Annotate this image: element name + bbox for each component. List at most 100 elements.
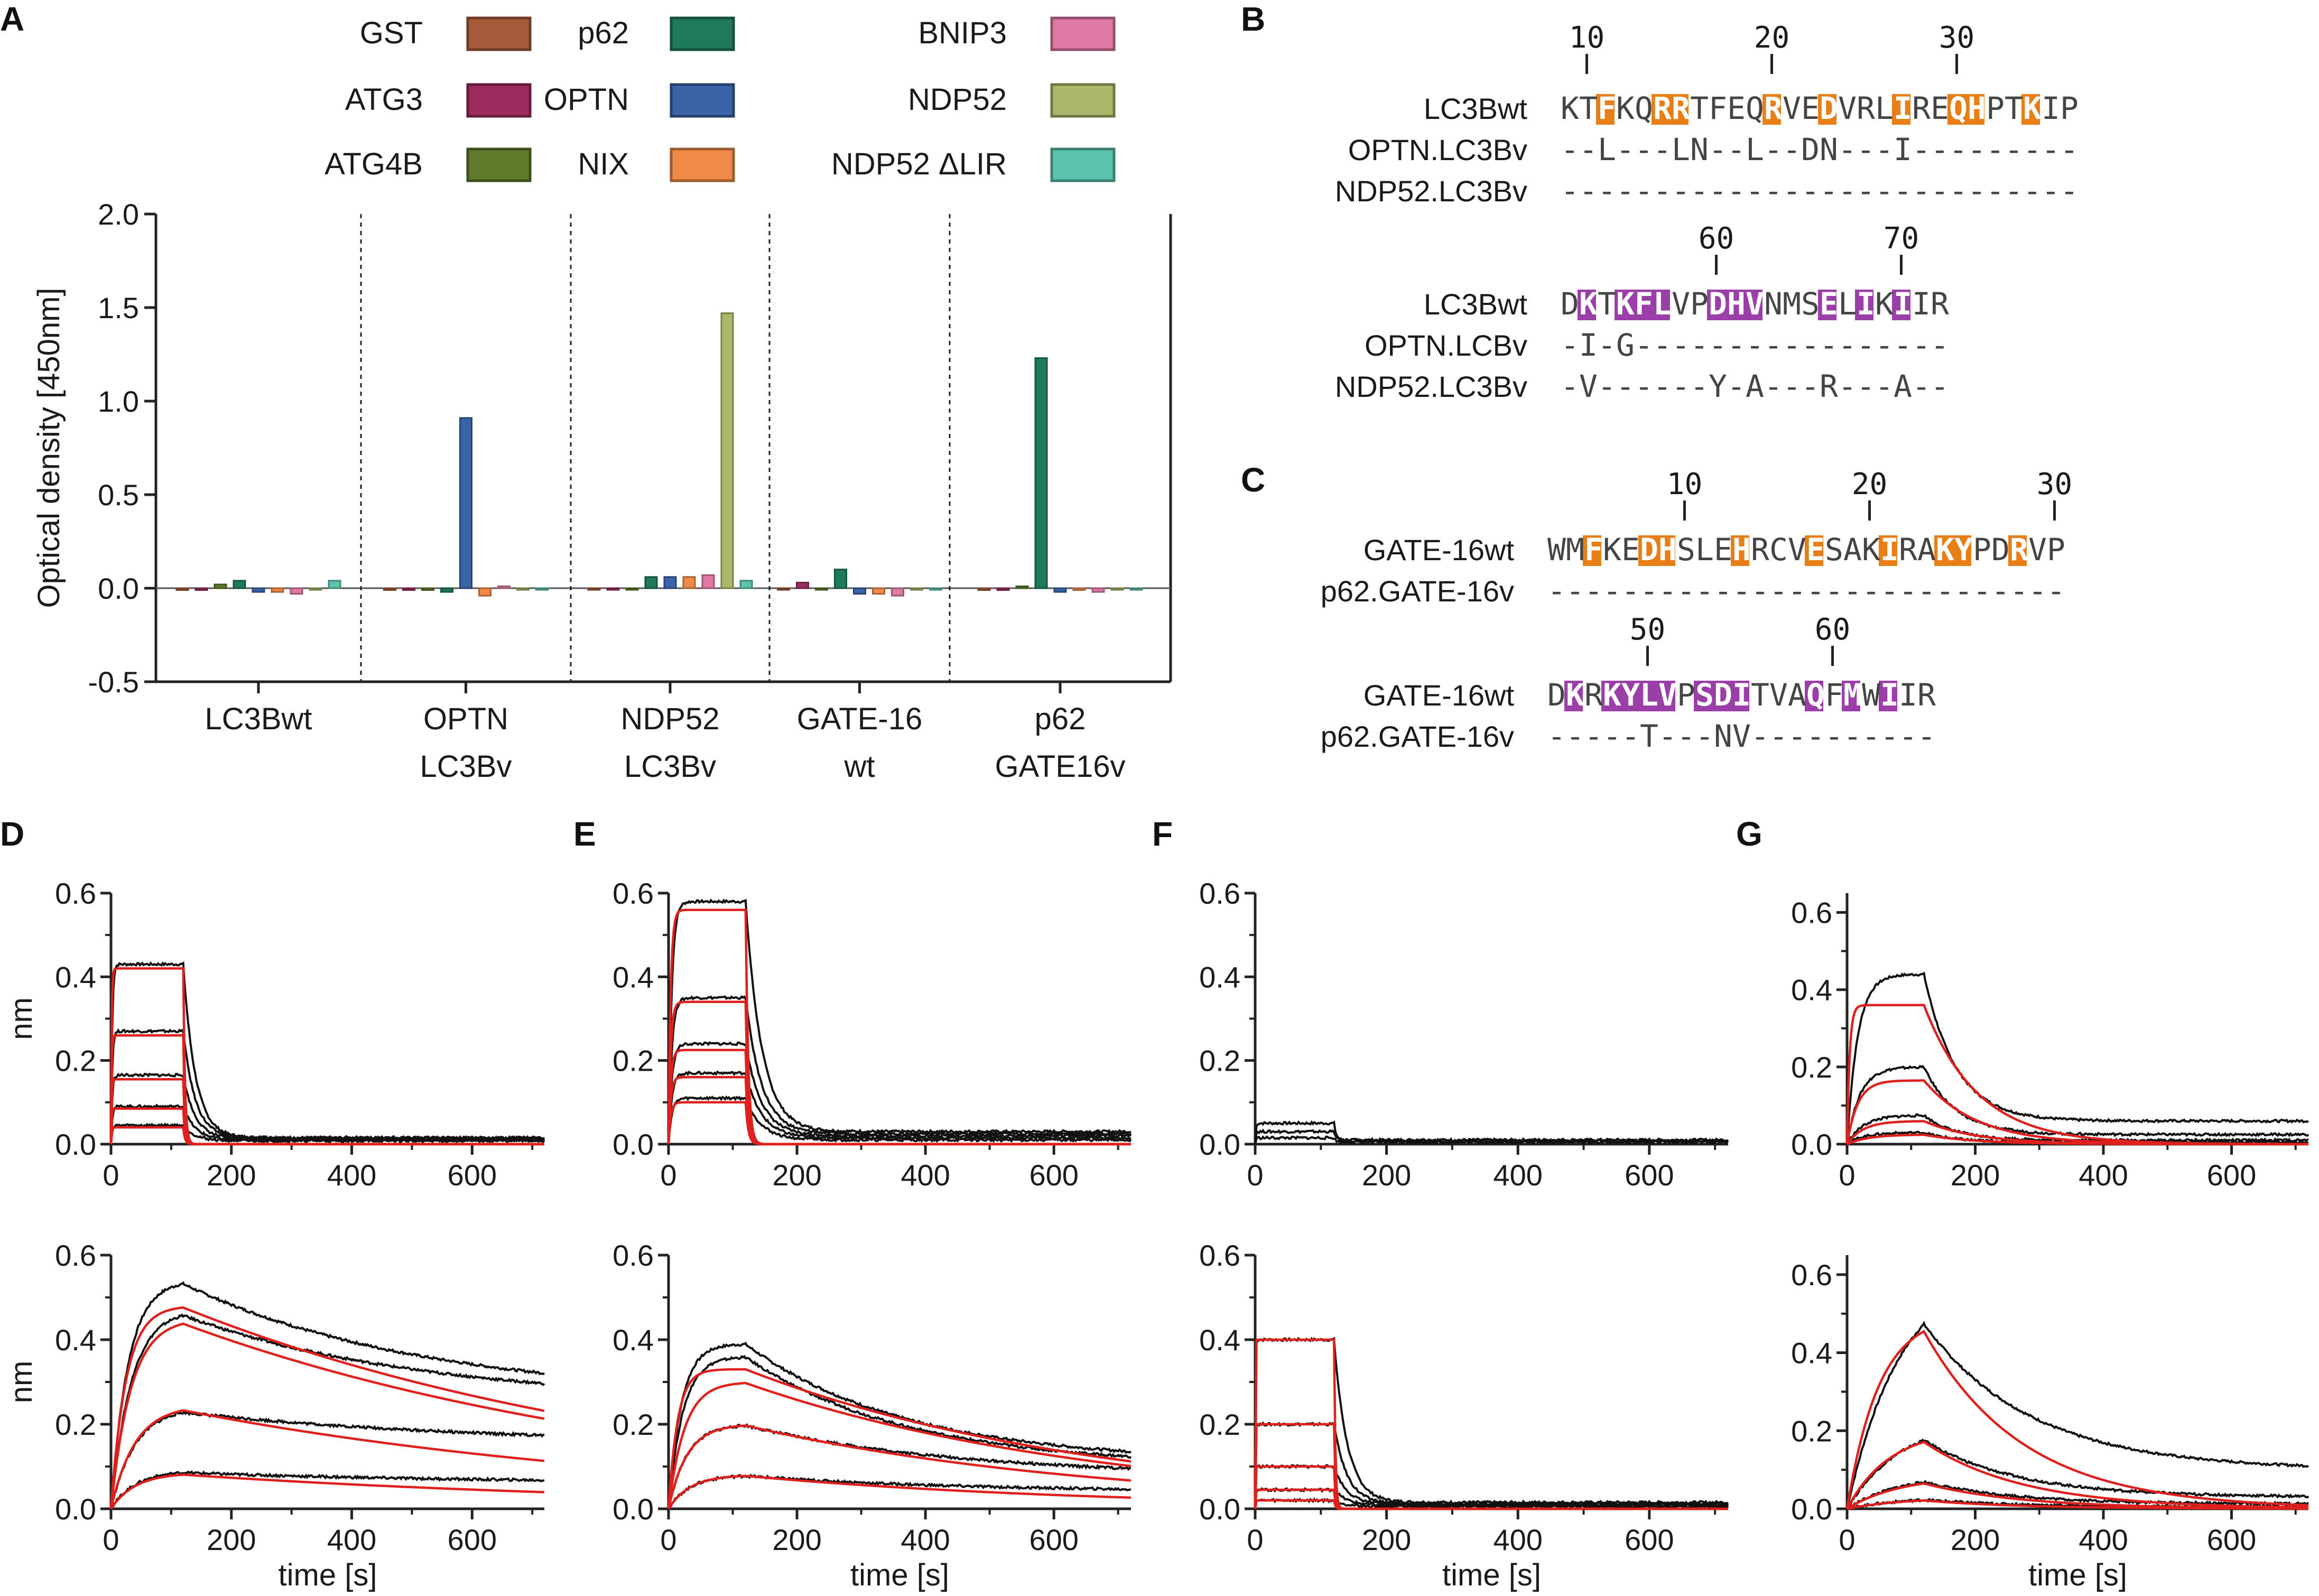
highlight-box <box>1953 535 1971 566</box>
bar-atg3 <box>606 587 620 591</box>
x-tick-label: 200 <box>1951 1158 2000 1192</box>
y-tick-label: 0.0 <box>1791 1492 1832 1526</box>
measured-trace <box>1846 971 2309 1145</box>
highlight-box <box>1879 535 1897 566</box>
residue-number: 30 <box>2037 467 2072 502</box>
sequence-row: ---------------------------- <box>1561 173 2079 209</box>
bar-ndp52-lir <box>739 580 753 589</box>
bar-gst <box>977 587 991 591</box>
bar-atg3 <box>996 587 1010 591</box>
x-tick-label: 600 <box>1029 1523 1078 1556</box>
x-tick-label: 200 <box>772 1523 821 1556</box>
sequence-row: ---------------------------- <box>1547 573 2065 609</box>
x-axis-label: time [s] <box>279 1558 377 1592</box>
highlight-box <box>1620 681 1638 711</box>
y-tick-label: 0.0 <box>613 1128 654 1161</box>
legend-label: NDP52 <box>908 82 1007 117</box>
sequence-name: LC3Bwt <box>1424 287 1528 321</box>
measured-trace <box>1846 1438 2309 1510</box>
highlight-box <box>1657 535 1675 566</box>
sequence-text: -----T---NV---------- <box>1547 718 1936 754</box>
bar-nix <box>271 587 284 593</box>
y-tick-label: 0.6 <box>1791 896 1832 930</box>
kinetics-d-bottom: 0.6 0.4 0.2 0.00 200 400 600 time [s] nm <box>4 1239 545 1592</box>
bar-p62 <box>834 569 847 589</box>
legend-swatch <box>670 16 735 51</box>
bar-atg4b <box>421 587 434 591</box>
y-tick-label: 0.6 <box>613 1239 654 1272</box>
x-axis-label: time [s] <box>850 1558 949 1592</box>
sequence-row: WMFKEDHSLEHRCVESAKIRAKYPDRVP <box>1547 532 2065 568</box>
bar-ndp52 <box>910 587 923 591</box>
bar-p62 <box>233 580 246 589</box>
y-tick-label: 0.0 <box>1791 1128 1832 1161</box>
y-tick-label: 0.2 <box>55 1408 96 1441</box>
highlight-box <box>1966 94 1984 125</box>
highlight-box <box>1818 290 1836 320</box>
sequence-name: p62.GATE-16v <box>1321 574 1514 608</box>
y-tick-label: 0.5 <box>98 478 139 512</box>
bar-atg4b <box>214 583 227 589</box>
bar-ndp52-lir <box>535 587 549 591</box>
y-tick-label: 0.4 <box>613 960 654 994</box>
y-tick-label: 0.2 <box>1791 1414 1832 1447</box>
sequence-name: GATE-16wt <box>1363 679 1515 712</box>
legend-swatch <box>1050 147 1116 182</box>
fit-trace <box>1845 1004 2308 1146</box>
highlight-box <box>1731 681 1749 711</box>
sequence-text: ---------------------------- <box>1547 573 2065 609</box>
sequence-name: LC3Bwt <box>1424 92 1528 125</box>
bar-ndp52 <box>720 312 734 589</box>
panel-label-e: E <box>573 815 596 853</box>
highlight-box <box>1744 290 1763 320</box>
x-tick-label: 600 <box>1625 1523 1674 1556</box>
measured-trace <box>667 995 1132 1145</box>
y-tick-label: 0.6 <box>1791 1258 1832 1292</box>
x-tick-label: 200 <box>1951 1523 2000 1556</box>
bar-atg4b <box>1015 585 1029 589</box>
measured-trace <box>667 898 1131 1145</box>
kinetics-f-bottom: 0.6 0.4 0.2 0.00 200 400 600 time [s] <box>1199 1239 1729 1592</box>
x-tick-label: 600 <box>2207 1523 2256 1556</box>
highlight-box <box>1805 681 1823 711</box>
highlight-box <box>1763 94 1781 125</box>
sequence-row: KTFKQRRTFEQRVEDVRLIREQHPTKIP <box>1561 90 2079 126</box>
x-tick-label: 0 <box>103 1523 119 1556</box>
group-label: GATE16v <box>995 749 1125 784</box>
fit-trace <box>667 1424 1131 1509</box>
group-label: LC3Bwt <box>205 702 312 736</box>
y-tick-label: 0.0 <box>613 1492 654 1526</box>
legend-swatch <box>670 147 735 182</box>
x-tick-label: 400 <box>901 1158 950 1192</box>
sequence-row: --L---LN--L--DN---I--------- <box>1561 132 2079 168</box>
residue-number: 70 <box>1884 221 1919 256</box>
sequence-name: NDP52.LC3Bv <box>1335 370 1527 403</box>
highlight-box <box>1652 94 1670 125</box>
group-label: GATE-16 <box>797 702 922 736</box>
panel-label-b: B <box>1241 0 1265 38</box>
y-tick-label: 1.0 <box>98 385 139 418</box>
kinetics-g-bottom: 0.6 0.4 0.2 0.00 200 400 600 time [s] <box>1791 1255 2309 1592</box>
fit-trace <box>1254 1499 1728 1510</box>
x-axis-label: time [s] <box>1442 1558 1541 1592</box>
x-tick-label: 600 <box>1029 1158 1078 1192</box>
residue-number: 60 <box>1699 221 1734 256</box>
y-tick-label: 0.2 <box>1791 1051 1832 1084</box>
bar-atg4b <box>815 587 828 591</box>
fit-trace <box>667 908 1131 1146</box>
bar-ndp52 <box>309 587 322 591</box>
residue-number: 20 <box>1754 21 1789 55</box>
y-tick-label: 0.0 <box>98 572 139 605</box>
measured-trace <box>110 1313 545 1509</box>
y-tick-label: 1.5 <box>98 291 139 324</box>
bar-nix <box>1072 587 1086 591</box>
group-label: p62 <box>1035 702 1086 736</box>
panel-label-f: F <box>1152 815 1173 853</box>
bar-gst <box>777 587 790 591</box>
y-tick-label: 0.0 <box>55 1128 96 1161</box>
x-tick-label: 200 <box>207 1158 256 1192</box>
bar-bnip3 <box>701 574 715 589</box>
x-tick-label: 600 <box>1625 1158 1674 1192</box>
